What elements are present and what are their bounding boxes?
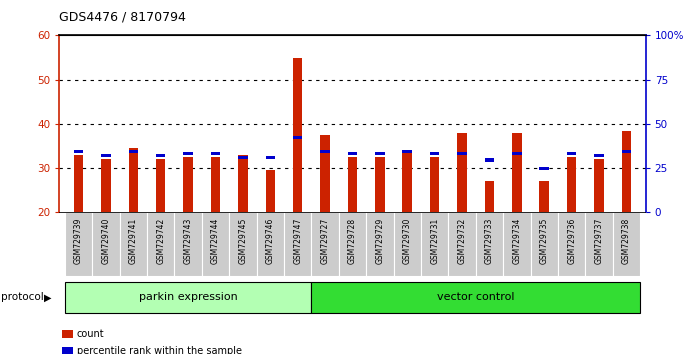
Bar (394, 212, 421, 276)
FancyBboxPatch shape (311, 282, 640, 313)
Bar (622, 149, 631, 153)
Bar (567, 152, 577, 155)
Bar (293, 57, 302, 212)
Text: count: count (77, 329, 105, 339)
Text: GSM729732: GSM729732 (458, 217, 466, 264)
Bar (421, 212, 448, 276)
Text: GSM729743: GSM729743 (184, 217, 193, 264)
Bar (622, 131, 631, 212)
Bar (229, 212, 257, 276)
Text: GSM729747: GSM729747 (293, 217, 302, 264)
Text: GSM729735: GSM729735 (540, 217, 549, 264)
Bar (320, 135, 330, 212)
Text: GSM729736: GSM729736 (567, 217, 576, 264)
Bar (211, 157, 221, 212)
Bar (128, 148, 138, 212)
Bar (403, 150, 412, 212)
Bar (448, 212, 476, 276)
Bar (366, 212, 394, 276)
Bar (484, 181, 494, 212)
Bar (62, 347, 73, 354)
Text: vector control: vector control (437, 292, 514, 302)
Bar (62, 330, 73, 338)
Bar (503, 212, 530, 276)
Bar (457, 152, 467, 155)
Text: GSM729731: GSM729731 (430, 217, 439, 264)
Bar (613, 212, 640, 276)
Text: parkin expression: parkin expression (139, 292, 237, 302)
Bar (320, 149, 330, 153)
Bar (586, 212, 613, 276)
Bar (594, 154, 604, 157)
Bar (594, 159, 604, 212)
Bar (238, 156, 248, 159)
Bar (265, 170, 275, 212)
Text: protocol: protocol (1, 292, 44, 302)
Bar (540, 181, 549, 212)
Text: GSM729744: GSM729744 (211, 217, 220, 264)
Text: GDS4476 / 8170794: GDS4476 / 8170794 (59, 11, 186, 24)
Text: GSM729746: GSM729746 (266, 217, 275, 264)
Bar (348, 152, 357, 155)
Bar (128, 149, 138, 153)
FancyBboxPatch shape (65, 282, 311, 313)
Bar (293, 136, 302, 139)
Bar (74, 149, 83, 153)
Bar (457, 133, 467, 212)
Bar (430, 157, 440, 212)
Bar (375, 157, 385, 212)
Bar (92, 212, 119, 276)
Bar (265, 156, 275, 159)
Bar (403, 149, 412, 153)
Text: GSM729745: GSM729745 (239, 217, 247, 264)
Text: GSM729730: GSM729730 (403, 217, 412, 264)
Text: GSM729734: GSM729734 (512, 217, 521, 264)
Text: GSM729729: GSM729729 (376, 217, 385, 264)
Bar (257, 212, 284, 276)
Text: GSM729740: GSM729740 (101, 217, 110, 264)
Bar (430, 152, 440, 155)
Bar (311, 212, 339, 276)
Bar (512, 133, 521, 212)
Bar (375, 152, 385, 155)
Text: ▶: ▶ (44, 292, 52, 302)
Bar (184, 152, 193, 155)
Bar (512, 152, 521, 155)
Bar (558, 212, 586, 276)
Text: GSM729728: GSM729728 (348, 217, 357, 264)
Bar (476, 212, 503, 276)
Bar (348, 157, 357, 212)
Bar (530, 212, 558, 276)
Bar (101, 154, 111, 157)
Text: GSM729742: GSM729742 (156, 217, 165, 264)
Bar (147, 212, 174, 276)
Text: GSM729739: GSM729739 (74, 217, 83, 264)
Text: GSM729727: GSM729727 (320, 217, 329, 264)
Bar (74, 155, 83, 212)
Bar (238, 155, 248, 212)
Text: GSM729738: GSM729738 (622, 217, 631, 264)
Bar (211, 152, 221, 155)
Text: GSM729733: GSM729733 (485, 217, 494, 264)
Bar (156, 159, 165, 212)
Text: percentile rank within the sample: percentile rank within the sample (77, 346, 242, 354)
Bar (119, 212, 147, 276)
Bar (101, 159, 111, 212)
Bar (567, 157, 577, 212)
Bar (65, 212, 92, 276)
Bar (339, 212, 366, 276)
Bar (202, 212, 229, 276)
Bar (174, 212, 202, 276)
Bar (184, 157, 193, 212)
Text: GSM729737: GSM729737 (595, 217, 604, 264)
Bar (484, 158, 494, 161)
Bar (284, 212, 311, 276)
Bar (156, 154, 165, 157)
Bar (540, 167, 549, 170)
Text: GSM729741: GSM729741 (129, 217, 138, 264)
